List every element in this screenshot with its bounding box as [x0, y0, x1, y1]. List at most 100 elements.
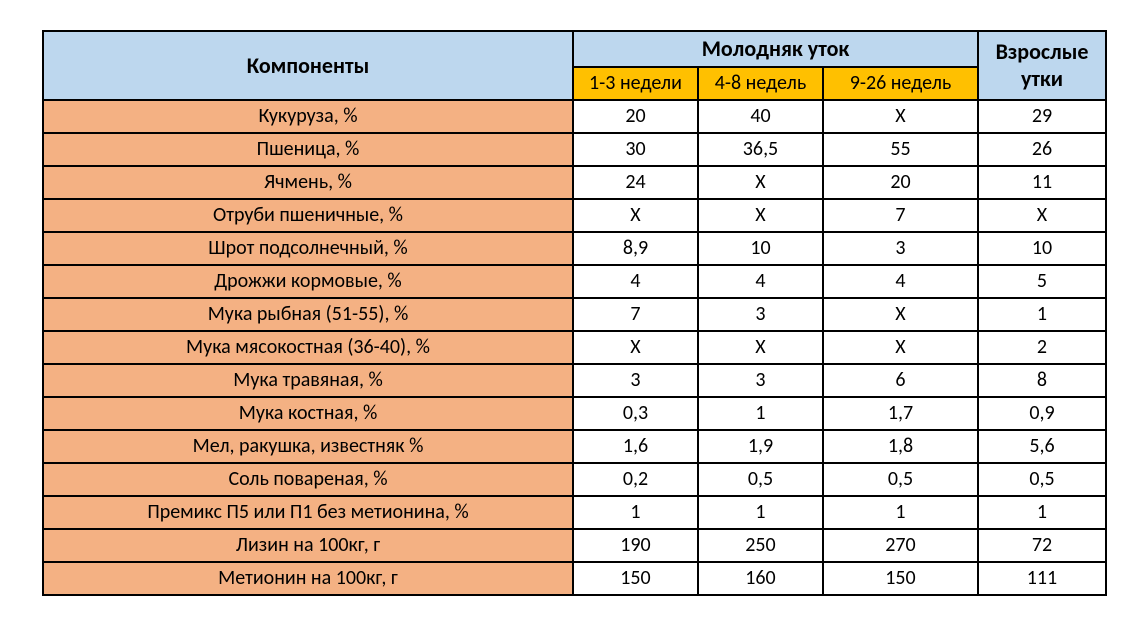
data-cell: 7 [573, 298, 698, 331]
data-cell: 1,7 [823, 397, 978, 430]
data-cell: 11 [978, 166, 1106, 199]
data-cell: X [698, 199, 823, 232]
data-cell: 20 [573, 100, 698, 133]
data-cell: 4 [698, 265, 823, 298]
data-cell: 72 [978, 529, 1106, 562]
data-cell: 270 [823, 529, 978, 562]
data-cell: X [698, 166, 823, 199]
row-label: Мел, ракушка, известняк % [43, 430, 573, 463]
data-cell: 55 [823, 133, 978, 166]
data-cell: 8 [978, 364, 1106, 397]
row-label: Мука мясокостная (36-40), % [43, 331, 573, 364]
header-components: Компоненты [43, 31, 573, 100]
table-row: Соль повареная, %0,20,50,50,5 [43, 463, 1106, 496]
data-cell: 190 [573, 529, 698, 562]
data-cell: X [823, 100, 978, 133]
data-cell: 150 [573, 562, 698, 595]
header-adult-line2: утки [1021, 65, 1063, 92]
data-cell: 111 [978, 562, 1106, 595]
data-cell: 2 [978, 331, 1106, 364]
data-cell: 26 [978, 133, 1106, 166]
data-cell: 3 [698, 298, 823, 331]
table-row: Мука рыбная (51-55), %73X1 [43, 298, 1106, 331]
table-row: Премикс П5 или П1 без метионина, %1111 [43, 496, 1106, 529]
table-header: Компоненты Молодняк уток Взрослые утки 1… [43, 31, 1106, 100]
data-cell: 1 [698, 496, 823, 529]
subheader-9-26-weeks: 9-26 недель [823, 67, 978, 100]
table-row: Метионин на 100кг, г150160150111 [43, 562, 1106, 595]
data-cell: 1 [573, 496, 698, 529]
data-cell: 250 [698, 529, 823, 562]
data-cell: 1,9 [698, 430, 823, 463]
table-body: Кукуруза, %2040X29Пшеница, %3036,55526Яч… [43, 100, 1106, 595]
row-label: Мука травяная, % [43, 364, 573, 397]
table-row: Мел, ракушка, известняк %1,61,91,85,6 [43, 430, 1106, 463]
data-cell: 3 [573, 364, 698, 397]
data-cell: 3 [698, 364, 823, 397]
data-cell: X [823, 298, 978, 331]
data-cell: 4 [823, 265, 978, 298]
data-cell: 24 [573, 166, 698, 199]
data-cell: 3 [823, 232, 978, 265]
data-cell: X [573, 331, 698, 364]
data-cell: 10 [978, 232, 1106, 265]
header-adult-line1: Взрослые [996, 38, 1089, 65]
row-label: Дрожжи кормовые, % [43, 265, 573, 298]
table-row: Кукуруза, %2040X29 [43, 100, 1106, 133]
table-row: Ячмень, %24X2011 [43, 166, 1106, 199]
row-label: Лизин на 100кг, г [43, 529, 573, 562]
subheader-1-3-weeks: 1-3 недели [573, 67, 698, 100]
data-cell: 1,8 [823, 430, 978, 463]
data-cell: 36,5 [698, 133, 823, 166]
data-cell: 10 [698, 232, 823, 265]
table-row: Лизин на 100кг, г19025027072 [43, 529, 1106, 562]
table-row: Пшеница, %3036,55526 [43, 133, 1106, 166]
data-cell: 1,6 [573, 430, 698, 463]
data-cell: 0,5 [698, 463, 823, 496]
header-adult-ducks: Взрослые утки [978, 31, 1106, 100]
feed-composition-table: Компоненты Молодняк уток Взрослые утки 1… [42, 30, 1107, 596]
data-cell: X [573, 199, 698, 232]
data-cell: 1 [698, 397, 823, 430]
data-cell: 150 [823, 562, 978, 595]
data-cell: 0,2 [573, 463, 698, 496]
row-label: Ячмень, % [43, 166, 573, 199]
row-label: Шрот подсолнечный, % [43, 232, 573, 265]
data-cell: 1 [978, 298, 1106, 331]
data-cell: 1 [978, 496, 1106, 529]
row-label: Отруби пшеничные, % [43, 199, 573, 232]
table-row: Отруби пшеничные, %XX7X [43, 199, 1106, 232]
header-young-ducks: Молодняк уток [573, 31, 978, 67]
row-label: Метионин на 100кг, г [43, 562, 573, 595]
data-cell: 0,9 [978, 397, 1106, 430]
data-cell: 30 [573, 133, 698, 166]
data-cell: 0,3 [573, 397, 698, 430]
row-label: Премикс П5 или П1 без метионина, % [43, 496, 573, 529]
data-cell: 4 [573, 265, 698, 298]
row-label: Кукуруза, % [43, 100, 573, 133]
table-row: Мука мясокостная (36-40), %XXX2 [43, 331, 1106, 364]
data-cell: 0,5 [978, 463, 1106, 496]
data-cell: 40 [698, 100, 823, 133]
row-label: Соль повареная, % [43, 463, 573, 496]
data-cell: X [823, 331, 978, 364]
subheader-4-8-weeks: 4-8 недель [698, 67, 823, 100]
row-label: Мука рыбная (51-55), % [43, 298, 573, 331]
data-cell: 20 [823, 166, 978, 199]
data-cell: 7 [823, 199, 978, 232]
table-row: Дрожжи кормовые, %4445 [43, 265, 1106, 298]
data-cell: 29 [978, 100, 1106, 133]
data-cell: 0,5 [823, 463, 978, 496]
row-label: Мука костная, % [43, 397, 573, 430]
data-cell: 1 [823, 496, 978, 529]
data-cell: 160 [698, 562, 823, 595]
data-cell: 6 [823, 364, 978, 397]
data-cell: X [978, 199, 1106, 232]
data-cell: 5,6 [978, 430, 1106, 463]
table-row: Мука костная, %0,311,70,9 [43, 397, 1106, 430]
table-row: Мука травяная, %3368 [43, 364, 1106, 397]
data-cell: 5 [978, 265, 1106, 298]
data-cell: 8,9 [573, 232, 698, 265]
row-label: Пшеница, % [43, 133, 573, 166]
table-row: Шрот подсолнечный, %8,910310 [43, 232, 1106, 265]
